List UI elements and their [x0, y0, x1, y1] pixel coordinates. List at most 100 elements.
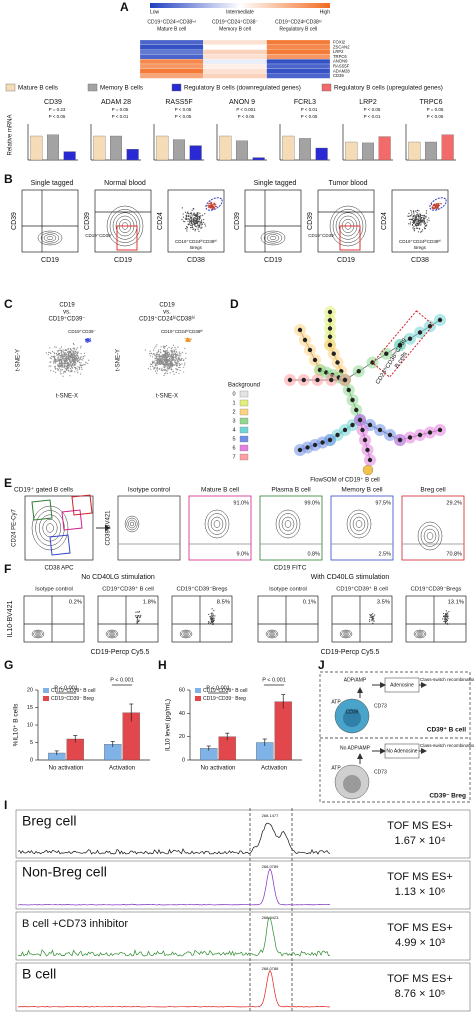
event-dot: [70, 354, 72, 356]
cluster-node: [377, 427, 383, 433]
event-dot: [168, 367, 171, 370]
legend-label: Regulatory B cells (upregulated genes): [334, 85, 443, 92]
legend-label: Memory B cells: [100, 85, 143, 92]
event-dot: [445, 620, 447, 623]
event-dot: [51, 355, 53, 358]
p-value: P < 0.001: [262, 677, 286, 683]
heat-cell: [266, 39, 331, 45]
legend-label: 7: [232, 454, 235, 460]
heat-cell: [203, 39, 267, 45]
bar: [126, 149, 139, 161]
event-dot: [158, 358, 160, 360]
event-dot: [213, 610, 215, 612]
event-dot: [184, 362, 186, 364]
event-dot: [69, 348, 72, 350]
event-dot: [67, 354, 70, 356]
event-dot: [166, 350, 168, 352]
event-dot: [175, 363, 177, 365]
contour: [31, 505, 69, 551]
event-dot: [166, 358, 168, 360]
event-dot: [212, 621, 214, 623]
event-dot: [154, 347, 156, 349]
event-dot: [424, 217, 426, 220]
legend-label: Mature B cells: [18, 85, 58, 92]
event-dot: [416, 221, 418, 223]
event-dot: [208, 206, 211, 208]
event-dot: [61, 364, 63, 366]
event-dot: [184, 218, 186, 220]
gate: [71, 494, 93, 516]
event-dot: [74, 359, 76, 362]
event-dot: [61, 357, 63, 359]
bar: [441, 134, 454, 161]
event-dot: [170, 366, 172, 369]
axis-label: t-SNE-X: [156, 394, 178, 400]
contour: [346, 509, 372, 539]
contour: [31, 629, 45, 639]
event-dot: [68, 356, 71, 358]
event-dot: [88, 359, 90, 361]
event-dot: [67, 368, 69, 370]
event-dot: [189, 338, 191, 340]
event-dot: [210, 202, 213, 205]
axis-label: CD38 APC: [44, 566, 74, 572]
p-value: P < 0.05: [175, 107, 192, 112]
event-dot: [67, 362, 69, 364]
event-dot: [59, 369, 62, 371]
event-dot: [166, 366, 169, 368]
event-dot: [415, 210, 417, 212]
event-dot: [423, 223, 426, 225]
event-dot: [166, 369, 168, 371]
event-dot: [86, 339, 89, 341]
event-dot: [204, 223, 206, 225]
event-dot: [444, 613, 447, 615]
event-dot: [82, 359, 84, 361]
event-dot: [135, 616, 138, 619]
contour: [420, 525, 440, 547]
event-dot: [161, 361, 163, 363]
event-dot: [190, 338, 193, 340]
axis-label: CD24 PE-Cy7: [12, 509, 18, 547]
event-dot: [184, 364, 186, 366]
event-dot: [437, 206, 439, 208]
plot-title: Isotype control: [128, 487, 171, 494]
label: CD73: [374, 769, 387, 775]
event-dot: [170, 365, 172, 368]
event-dot: [138, 615, 140, 617]
event-dot: [194, 223, 197, 225]
event-dot: [151, 363, 153, 365]
plot-frame: [405, 595, 467, 643]
legend-label: CD19⁺CD39⁺ B cell: [203, 688, 247, 694]
event-dot: [80, 362, 82, 364]
event-dot: [54, 346, 56, 348]
event-dot: [178, 357, 181, 359]
event-dot: [64, 370, 66, 372]
event-dot: [74, 371, 76, 373]
event-dot: [136, 617, 139, 619]
event-dot: [190, 223, 192, 225]
cluster-node: [367, 422, 373, 428]
event-dot: [77, 372, 79, 374]
event-dot: [418, 218, 420, 220]
event-dot: [210, 204, 212, 207]
group-title: With CD40LG stimulation: [311, 574, 390, 581]
event-dot: [72, 355, 74, 357]
bar: [299, 138, 311, 161]
legend-swatch: [239, 390, 249, 398]
label: CD39⁺ B cell: [427, 727, 466, 734]
event-dot: [61, 351, 63, 353]
event-dot: [420, 224, 422, 226]
event-dot: [416, 209, 418, 211]
event-dot: [60, 356, 62, 358]
event-dot: [155, 365, 157, 367]
event-dot: [417, 215, 420, 217]
event-dot: [187, 341, 189, 343]
event-dot: [59, 347, 61, 350]
label: CD19⁺CD24ʰⁱCD38ʰⁱ: [275, 18, 322, 25]
event-dot: [53, 352, 56, 355]
contour: [342, 631, 350, 637]
cluster-node: [320, 440, 325, 445]
label: ADP/AMP: [344, 677, 367, 683]
event-dot: [61, 366, 63, 368]
event-dot: [210, 613, 212, 615]
